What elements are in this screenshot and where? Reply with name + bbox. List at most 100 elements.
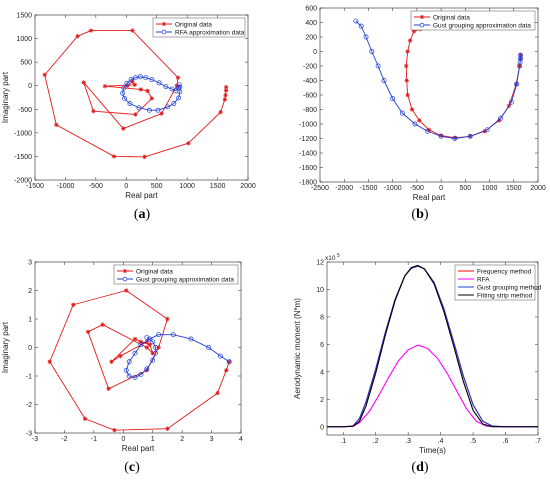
data-point-original	[227, 359, 232, 364]
data-point-approx	[165, 104, 171, 110]
series-line-1	[405, 28, 522, 139]
data-point-approx	[121, 85, 127, 91]
data-point-approx	[153, 350, 159, 356]
y-tick-label: 2	[320, 397, 324, 404]
data-point-original	[138, 87, 144, 92]
data-point-original	[144, 345, 150, 350]
legend-box	[113, 264, 239, 285]
y-tick-label: -2	[26, 402, 32, 409]
data-point-approx	[508, 99, 514, 105]
data-point-approx	[150, 357, 156, 363]
data-point-original	[223, 84, 229, 90]
data-point-approx	[144, 366, 150, 372]
series-group	[327, 264, 538, 428]
data-point-original	[54, 122, 59, 128]
y-tick-label: 600	[305, 6, 317, 13]
data-point-original	[223, 88, 229, 93]
data-point-approx	[438, 133, 444, 139]
data-point-original	[109, 359, 114, 364]
data-point-original	[100, 322, 105, 327]
plot-area	[34, 261, 242, 434]
data-point-approx	[120, 90, 126, 96]
data-point-approx	[173, 88, 179, 94]
data-point-original	[405, 92, 410, 98]
x-tick-label: -2500	[311, 185, 329, 192]
data-point-original	[133, 112, 138, 117]
data-point-approx	[176, 82, 182, 88]
data-point-original	[482, 129, 487, 134]
data-point-original	[88, 28, 94, 33]
legend-entry: Original data	[433, 14, 470, 21]
data-point-original	[222, 97, 228, 102]
data-point-original	[130, 28, 135, 33]
legend-entry: Gust grouping method	[477, 284, 542, 291]
x-tick-label: -500	[89, 183, 103, 190]
y-tick-label: 500	[20, 60, 32, 67]
y-tick-label: 1000	[16, 36, 32, 43]
data-point-approx	[153, 345, 159, 350]
x-tick-label: .1	[340, 438, 346, 445]
data-point-original	[409, 107, 415, 112]
x-tick-label: 0	[121, 436, 125, 443]
data-point-original	[91, 108, 96, 114]
data-point-original	[404, 78, 409, 83]
data-point-approx	[132, 350, 138, 356]
data-point-approx	[163, 84, 169, 90]
legend-marker	[161, 29, 167, 35]
x-tick-label: -1000	[56, 183, 74, 190]
data-point-approx	[517, 59, 523, 65]
x-tick-label: 0	[124, 183, 128, 190]
x-tick-label: 0	[439, 185, 443, 192]
data-point-original	[112, 427, 117, 433]
x-tick-label: .7	[535, 438, 541, 445]
legend-box	[152, 17, 246, 38]
y-axis-label: Imaginary part	[1, 321, 10, 373]
y-exponent-power: 5	[337, 253, 340, 259]
y-tick-label: 400	[305, 20, 317, 27]
x-tick-label: -1	[91, 436, 97, 443]
legend-marker	[122, 276, 128, 282]
y-tick-label: 3	[28, 260, 32, 267]
data-point-approx	[518, 56, 524, 62]
data-point-original	[85, 329, 91, 335]
data-point-approx	[412, 121, 418, 127]
legend-marker	[123, 269, 127, 273]
panel-label: (a)	[134, 207, 151, 222]
y-tick-label: -500	[18, 107, 32, 114]
legend-marker	[419, 22, 425, 28]
data-point-approx	[143, 75, 149, 81]
data-point-approx	[217, 353, 223, 359]
data-point-original	[223, 92, 228, 98]
y-tick-label: -1500	[14, 154, 32, 161]
y-tick-label: -1200	[299, 136, 317, 143]
data-point-original	[224, 368, 229, 373]
y-tick-label: -800	[303, 107, 317, 114]
data-point-approx	[467, 133, 473, 139]
data-point-approx	[514, 81, 520, 87]
data-point-approx	[137, 74, 143, 80]
legend-entry: Original data	[175, 21, 212, 28]
x-tick-label: 1500	[506, 185, 522, 192]
x-axis-label: Real part	[125, 191, 158, 200]
x-tick-label: 2000	[530, 185, 546, 192]
series-line-2	[125, 334, 230, 378]
legend-box	[410, 10, 536, 31]
data-point-approx	[188, 336, 194, 342]
data-point-original	[144, 339, 150, 344]
data-point-approx	[123, 367, 129, 373]
data-point-original	[417, 118, 422, 123]
data-point-original	[497, 118, 502, 123]
data-point-original	[111, 154, 117, 159]
data-point-original	[75, 34, 80, 39]
data-point-approx	[144, 335, 150, 340]
x-tick-label: .5	[470, 438, 476, 445]
legend-entry: RFA approximation data	[175, 29, 245, 36]
data-point-approx	[155, 107, 161, 113]
data-point-approx	[452, 136, 458, 141]
data-point-approx	[122, 95, 127, 101]
y-tick-label: 1500	[16, 13, 32, 20]
